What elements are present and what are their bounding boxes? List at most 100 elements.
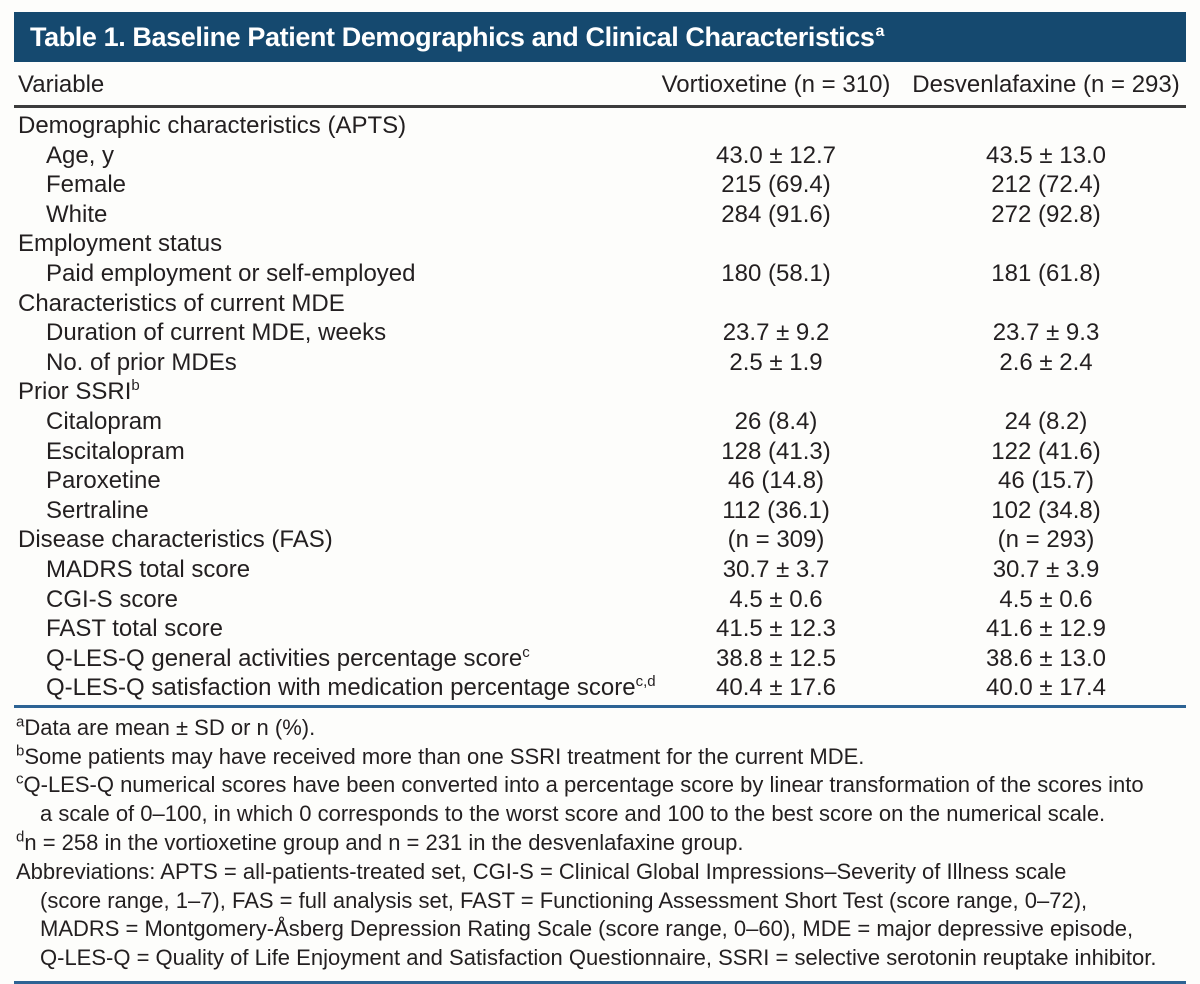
value-desvenlafaxine: 4.5 ± 0.6: [999, 585, 1093, 613]
table-row: Duration of current MDE, weeks 23.7 ± 9.2…: [14, 318, 1186, 348]
footnote-text: Q-LES-Q numerical scores have been conve…: [23, 772, 1144, 798]
value-vortioxetine: 30.7 ± 3.7: [722, 555, 830, 583]
footnote-text: Q-LES-Q = Quality of Life Enjoyment and …: [40, 945, 1157, 971]
footnote-marker: b: [16, 742, 25, 760]
row-label-text: Age, y: [46, 141, 115, 169]
row-label: Female: [14, 170, 646, 200]
row-label-text: Prior SSRI: [18, 378, 132, 406]
value-desvenlafaxine: 2.6 ± 2.4: [999, 348, 1093, 376]
value-vortioxetine: 23.7 ± 9.2: [722, 319, 830, 347]
row-label: Age, y: [14, 141, 646, 171]
footnote-line: Abbreviations: APTS = all-patients-treat…: [16, 858, 1184, 887]
value-desvenlafaxine: 272 (92.8): [991, 200, 1101, 228]
footnote-line: a scale of 0–100, in which 0 corresponds…: [16, 800, 1184, 829]
row-label-section: Disease characteristics (FAS): [14, 525, 646, 555]
footnote-line: Q-LES-Q = Quality of Life Enjoyment and …: [16, 944, 1184, 973]
row-label: Q-LES-Q general activities percentage sc…: [14, 644, 646, 674]
row-label-text: Duration of current MDE, weeks: [46, 319, 387, 347]
table-row: Citalopram 26 (8.4) 24 (8.2): [14, 407, 1186, 437]
value-vortioxetine: 4.5 ± 0.6: [729, 585, 823, 613]
table-row: Age, y 43.0 ± 12.7 43.5 ± 13.0: [14, 141, 1186, 171]
value-desvenlafaxine: 40.0 ± 17.4: [986, 674, 1106, 702]
table-row: Demographic characteristics (APTS): [14, 107, 1186, 141]
row-label: Sertraline: [14, 496, 646, 526]
value-vortioxetine: (n = 309): [727, 526, 825, 554]
row-label: Escitalopram: [14, 437, 646, 467]
row-label: Paid employment or self-employed: [14, 259, 646, 289]
footnote-text: (score range, 1–7), FAS = full analysis …: [40, 887, 1088, 913]
footnote-line: (score range, 1–7), FAS = full analysis …: [16, 887, 1184, 916]
row-label: Duration of current MDE, weeks: [14, 318, 646, 348]
value-desvenlafaxine: 212 (72.4): [991, 171, 1101, 199]
row-label: Paroxetine: [14, 466, 646, 496]
value-vortioxetine: 26 (8.4): [734, 407, 818, 435]
row-label-section: Prior SSRIb: [14, 377, 646, 407]
table-row: White 284 (91.6) 272 (92.8): [14, 200, 1186, 230]
table-row: FAST total score 41.5 ± 12.3 41.6 ± 12.9: [14, 614, 1186, 644]
row-label-text: Citalopram: [46, 407, 163, 435]
footnote-line: MADRS = Montgomery-Åsberg Depression Rat…: [16, 915, 1184, 944]
table-row: Paid employment or self-employed 180 (58.…: [14, 259, 1186, 289]
value-desvenlafaxine: [906, 107, 1186, 141]
row-label-section: Employment status: [14, 229, 646, 259]
row-label: Citalopram: [14, 407, 646, 437]
row-label: FAST total score: [14, 614, 646, 644]
demographics-table: Variable Vortioxetine (n = 310) Desvenla…: [14, 64, 1186, 703]
table-title-footnote-marker: a: [875, 22, 885, 40]
value-desvenlafaxine: 181 (61.8): [991, 259, 1101, 287]
table-row: Disease characteristics (FAS) (n = 309) (n…: [14, 525, 1186, 555]
row-label-text: MADRS total score: [46, 555, 251, 583]
row-footnote-marker: b: [131, 377, 140, 395]
value-vortioxetine: 38.8 ± 12.5: [716, 644, 836, 672]
value-desvenlafaxine: 122 (41.6): [991, 437, 1101, 465]
row-label: White: [14, 200, 646, 230]
footnote-text: a scale of 0–100, in which 0 corresponds…: [40, 801, 1106, 827]
row-label-text: Female: [46, 171, 127, 199]
row-label-text: Q-LES-Q satisfaction with medication per…: [46, 674, 636, 702]
footnote-marker: c: [16, 771, 24, 789]
value-vortioxetine: 43.0 ± 12.7: [716, 141, 836, 169]
row-label-text: Paroxetine: [46, 467, 161, 495]
row-label-text: Disease characteristics (FAS): [18, 526, 333, 554]
value-desvenlafaxine: [906, 229, 1186, 259]
row-label-text: Q-LES-Q general activities percentage sc…: [46, 644, 523, 672]
row-label-text: Characteristics of current MDE: [18, 289, 345, 317]
value-vortioxetine: 180 (58.1): [721, 259, 831, 287]
footnote-text: Some patients may have received more tha…: [24, 743, 865, 769]
table-title-text: Table 1. Baseline Patient Demographics a…: [30, 21, 875, 52]
value-vortioxetine: 284 (91.6): [721, 200, 831, 228]
value-desvenlafaxine: 41.6 ± 12.9: [986, 615, 1106, 643]
value-desvenlafaxine: 38.6 ± 13.0: [986, 644, 1106, 672]
column-header-desvenlafaxine: Desvenlafaxine (n = 293): [906, 64, 1186, 108]
footnote-text: MADRS = Montgomery-Åsberg Depression Rat…: [40, 916, 1134, 942]
value-vortioxetine: 46 (14.8): [727, 467, 825, 495]
row-label-section: Demographic characteristics (APTS): [14, 107, 646, 141]
table-row: Escitalopram 128 (41.3) 122 (41.6): [14, 437, 1186, 467]
value-vortioxetine: 40.4 ± 17.6: [716, 674, 836, 702]
value-desvenlafaxine: 102 (34.8): [991, 496, 1101, 524]
row-footnote-marker: c,d: [635, 673, 656, 691]
footnote-line: aData are mean ± SD or n (%).: [16, 714, 1184, 743]
value-desvenlafaxine: 46 (15.7): [997, 467, 1095, 495]
row-label-text: Employment status: [18, 230, 223, 258]
table-row: No. of prior MDEs 2.5 ± 1.9 2.6 ± 2.4: [14, 348, 1186, 378]
table-row: MADRS total score 30.7 ± 3.7 30.7 ± 3.9: [14, 555, 1186, 585]
row-label-text: No. of prior MDEs: [46, 348, 237, 376]
row-label: CGI-S score: [14, 585, 646, 615]
row-label-text: CGI-S score: [46, 585, 179, 613]
column-header-variable: Variable: [14, 64, 646, 108]
value-vortioxetine: [646, 229, 906, 259]
table-body: Demographic characteristics (APTS) Age, y…: [14, 107, 1186, 703]
row-label-text: FAST total score: [46, 615, 223, 643]
footnote-line: bSome patients may have received more th…: [16, 743, 1184, 772]
row-label-text: Demographic characteristics (APTS): [18, 112, 407, 139]
footnote-line: cQ-LES-Q numerical scores have been conv…: [16, 771, 1184, 800]
table-row: Sertraline 112 (36.1) 102 (34.8): [14, 496, 1186, 526]
table-row: CGI-S score 4.5 ± 0.6 4.5 ± 0.6: [14, 585, 1186, 615]
row-label: No. of prior MDEs: [14, 348, 646, 378]
value-vortioxetine: 215 (69.4): [721, 171, 831, 199]
value-desvenlafaxine: 23.7 ± 9.3: [992, 319, 1100, 347]
table-title: Table 1. Baseline Patient Demographics a…: [30, 22, 884, 53]
footnote-text: n = 258 in the vortioxetine group and n …: [24, 830, 744, 856]
